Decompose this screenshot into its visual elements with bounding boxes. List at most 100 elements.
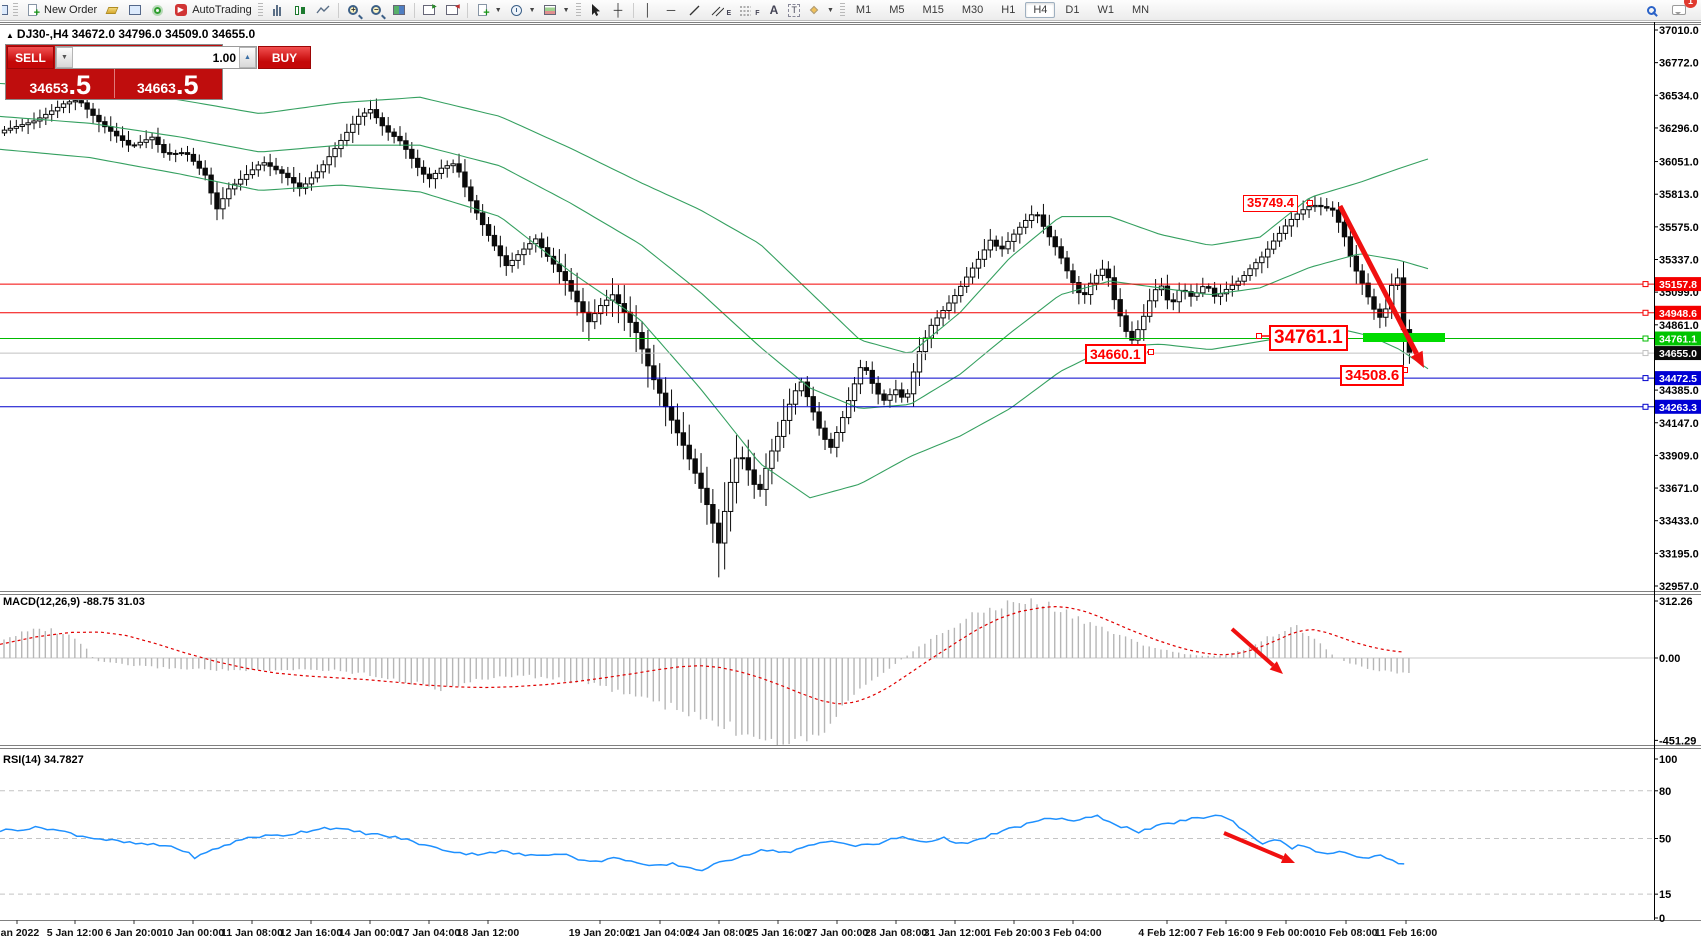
timeframe-M1[interactable]: M1 (855, 4, 872, 16)
green-highlight-bar[interactable] (1363, 333, 1445, 342)
toolbar-grip[interactable] (839, 3, 845, 17)
candlestick-mode-button[interactable] (289, 1, 312, 20)
vertical-line-tool[interactable]: │ (637, 1, 660, 20)
fibonacci-icon (737, 2, 754, 18)
zoom-in-button[interactable]: + (342, 1, 365, 20)
bear-candle (161, 144, 167, 154)
bull-candle (1235, 280, 1241, 286)
tile-windows-button[interactable] (388, 1, 411, 20)
channel-tool[interactable]: E (706, 1, 735, 20)
cursor-tool-button[interactable] (584, 1, 607, 20)
text-tool[interactable]: A (762, 1, 785, 20)
signals-button[interactable] (146, 1, 169, 20)
toolbar-grip[interactable] (575, 3, 581, 17)
timeframe-M5[interactable]: M5 (889, 4, 905, 16)
price-annotation[interactable]: 35749.4 (1243, 195, 1298, 212)
bollinger-bands (0, 82, 1429, 499)
bull-candle (361, 112, 368, 117)
bull-candle (1028, 214, 1035, 221)
horizontal-line-tool[interactable]: ─ (660, 1, 683, 20)
fibonacci-tool[interactable]: F (734, 1, 762, 20)
autotrading-button[interactable]: ▶ AutoTrading (169, 1, 255, 20)
bull-candle (975, 258, 982, 269)
bear-candle (875, 382, 881, 395)
new-order-button[interactable]: + New Order (21, 1, 100, 20)
bear-candle (645, 348, 651, 367)
svg-text:11 Feb 16:00: 11 Feb 16:00 (1375, 927, 1438, 939)
crosshair-tool-button[interactable]: ┼ (607, 1, 630, 20)
profiles-button[interactable] (123, 1, 146, 20)
svg-text:34761.1: 34761.1 (1659, 334, 1697, 346)
bull-candle (775, 435, 781, 452)
chart-shift-button[interactable]: ◀ (441, 1, 464, 20)
timeframe-W1[interactable]: W1 (1097, 4, 1114, 16)
price-annotation[interactable]: 34761.1 (1269, 325, 1348, 351)
bull-candle (243, 174, 250, 180)
buy-price-pips: .5 (175, 70, 199, 101)
sell-button[interactable]: SELL (7, 46, 54, 69)
indicators-dropdown[interactable]: ▼ (539, 1, 573, 20)
bear-candle (881, 393, 887, 401)
volume-increase-button[interactable]: ▲ (239, 47, 256, 68)
bull-candle (1229, 284, 1236, 290)
bull-candle (1141, 315, 1147, 331)
bear-candle (869, 369, 875, 384)
svg-text:80: 80 (1659, 786, 1671, 798)
auto-scroll-button[interactable]: ▶ (418, 1, 441, 20)
timeframe-M30[interactable]: M30 (961, 4, 984, 16)
sell-price[interactable]: 34653 .5 (7, 69, 114, 99)
new-chart-dropdown[interactable]: + ▼ (471, 1, 505, 20)
price-annotation[interactable]: 34660.1 (1085, 344, 1146, 365)
svg-text:33671.0: 33671.0 (1659, 483, 1699, 495)
text-label-tool[interactable]: T (785, 1, 803, 20)
timeframe-MN[interactable]: MN (1131, 4, 1150, 16)
search-button[interactable] (1644, 1, 1659, 20)
timeframe-M15[interactable]: M15 (922, 4, 944, 16)
price-annotation[interactable]: 34508.6 (1340, 365, 1405, 387)
bear-candle (214, 192, 220, 210)
bear-candle (208, 174, 214, 194)
chart-expand-icon[interactable]: ▲ (6, 31, 14, 40)
svg-text:24 Jan 08:00: 24 Jan 08:00 (688, 927, 751, 939)
zoom-out-button[interactable]: − (365, 1, 388, 20)
shapes-dropdown[interactable]: ▼ (803, 1, 837, 20)
volume-stepper: ▼ ▲ (55, 46, 257, 69)
bar-chart-mode-button[interactable] (266, 1, 289, 20)
timeframe-H1[interactable]: H1 (1001, 4, 1016, 16)
trendline-tool[interactable] (683, 1, 706, 20)
line-chart-mode-button[interactable] (312, 1, 335, 20)
buy-price-main: 34663 (137, 79, 176, 96)
svg-text:18 Jan 12:00: 18 Jan 12:00 (457, 927, 520, 939)
price-axis[interactable]: 37010.0 36772.0 36534.0 36296.0 36051.0 35813… (1654, 25, 1701, 925)
periods-dropdown[interactable]: ▼ (505, 1, 539, 20)
toolbar-grip[interactable] (257, 3, 263, 17)
svg-text:14 Jan 00:00: 14 Jan 00:00 (339, 927, 402, 939)
bull-candle (780, 419, 787, 437)
bear-candle (1123, 315, 1129, 332)
bull-candle (1394, 277, 1401, 286)
svg-text:35813.0: 35813.0 (1659, 189, 1699, 201)
clipped-icon[interactable] (2, 2, 10, 18)
bear-candle (562, 271, 568, 282)
buy-price[interactable]: 34663 .5 (113, 69, 222, 101)
toolbar-grip[interactable] (13, 3, 18, 17)
volume-decrease-button[interactable]: ▼ (56, 47, 73, 68)
svg-text:10 Jan 00:00: 10 Jan 00:00 (162, 927, 225, 939)
one-click-trading-panel: SELL ▼ ▲ BUY 34653 .5 34663 .5 (5, 44, 311, 101)
bull-candle (1099, 268, 1106, 276)
buy-button[interactable]: BUY (258, 46, 311, 69)
bear-candle (633, 321, 639, 334)
notifications-button[interactable]: 1 (1669, 0, 1697, 20)
autotrading-label: AutoTrading (192, 4, 252, 16)
highlight-tool-button[interactable] (100, 1, 123, 20)
bull-candle (43, 113, 49, 119)
volume-input[interactable] (73, 47, 239, 68)
timeframe-D1[interactable]: D1 (1065, 4, 1080, 16)
channel-letter: E (726, 9, 732, 17)
timeframe-H4[interactable]: H4 (1025, 2, 1056, 18)
bear-candle (863, 367, 870, 371)
pane-frames (0, 22, 1701, 921)
price-badge (1655, 331, 1701, 346)
